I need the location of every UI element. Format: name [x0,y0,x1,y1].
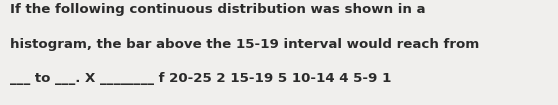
Text: If the following continuous distribution was shown in a: If the following continuous distribution… [10,3,426,16]
Text: ___ to ___. X ________ f 20-25 2 15-19 5 10-14 4 5-9 1: ___ to ___. X ________ f 20-25 2 15-19 5… [10,72,391,85]
Text: histogram, the bar above the 15-19 interval would reach from: histogram, the bar above the 15-19 inter… [10,38,479,51]
